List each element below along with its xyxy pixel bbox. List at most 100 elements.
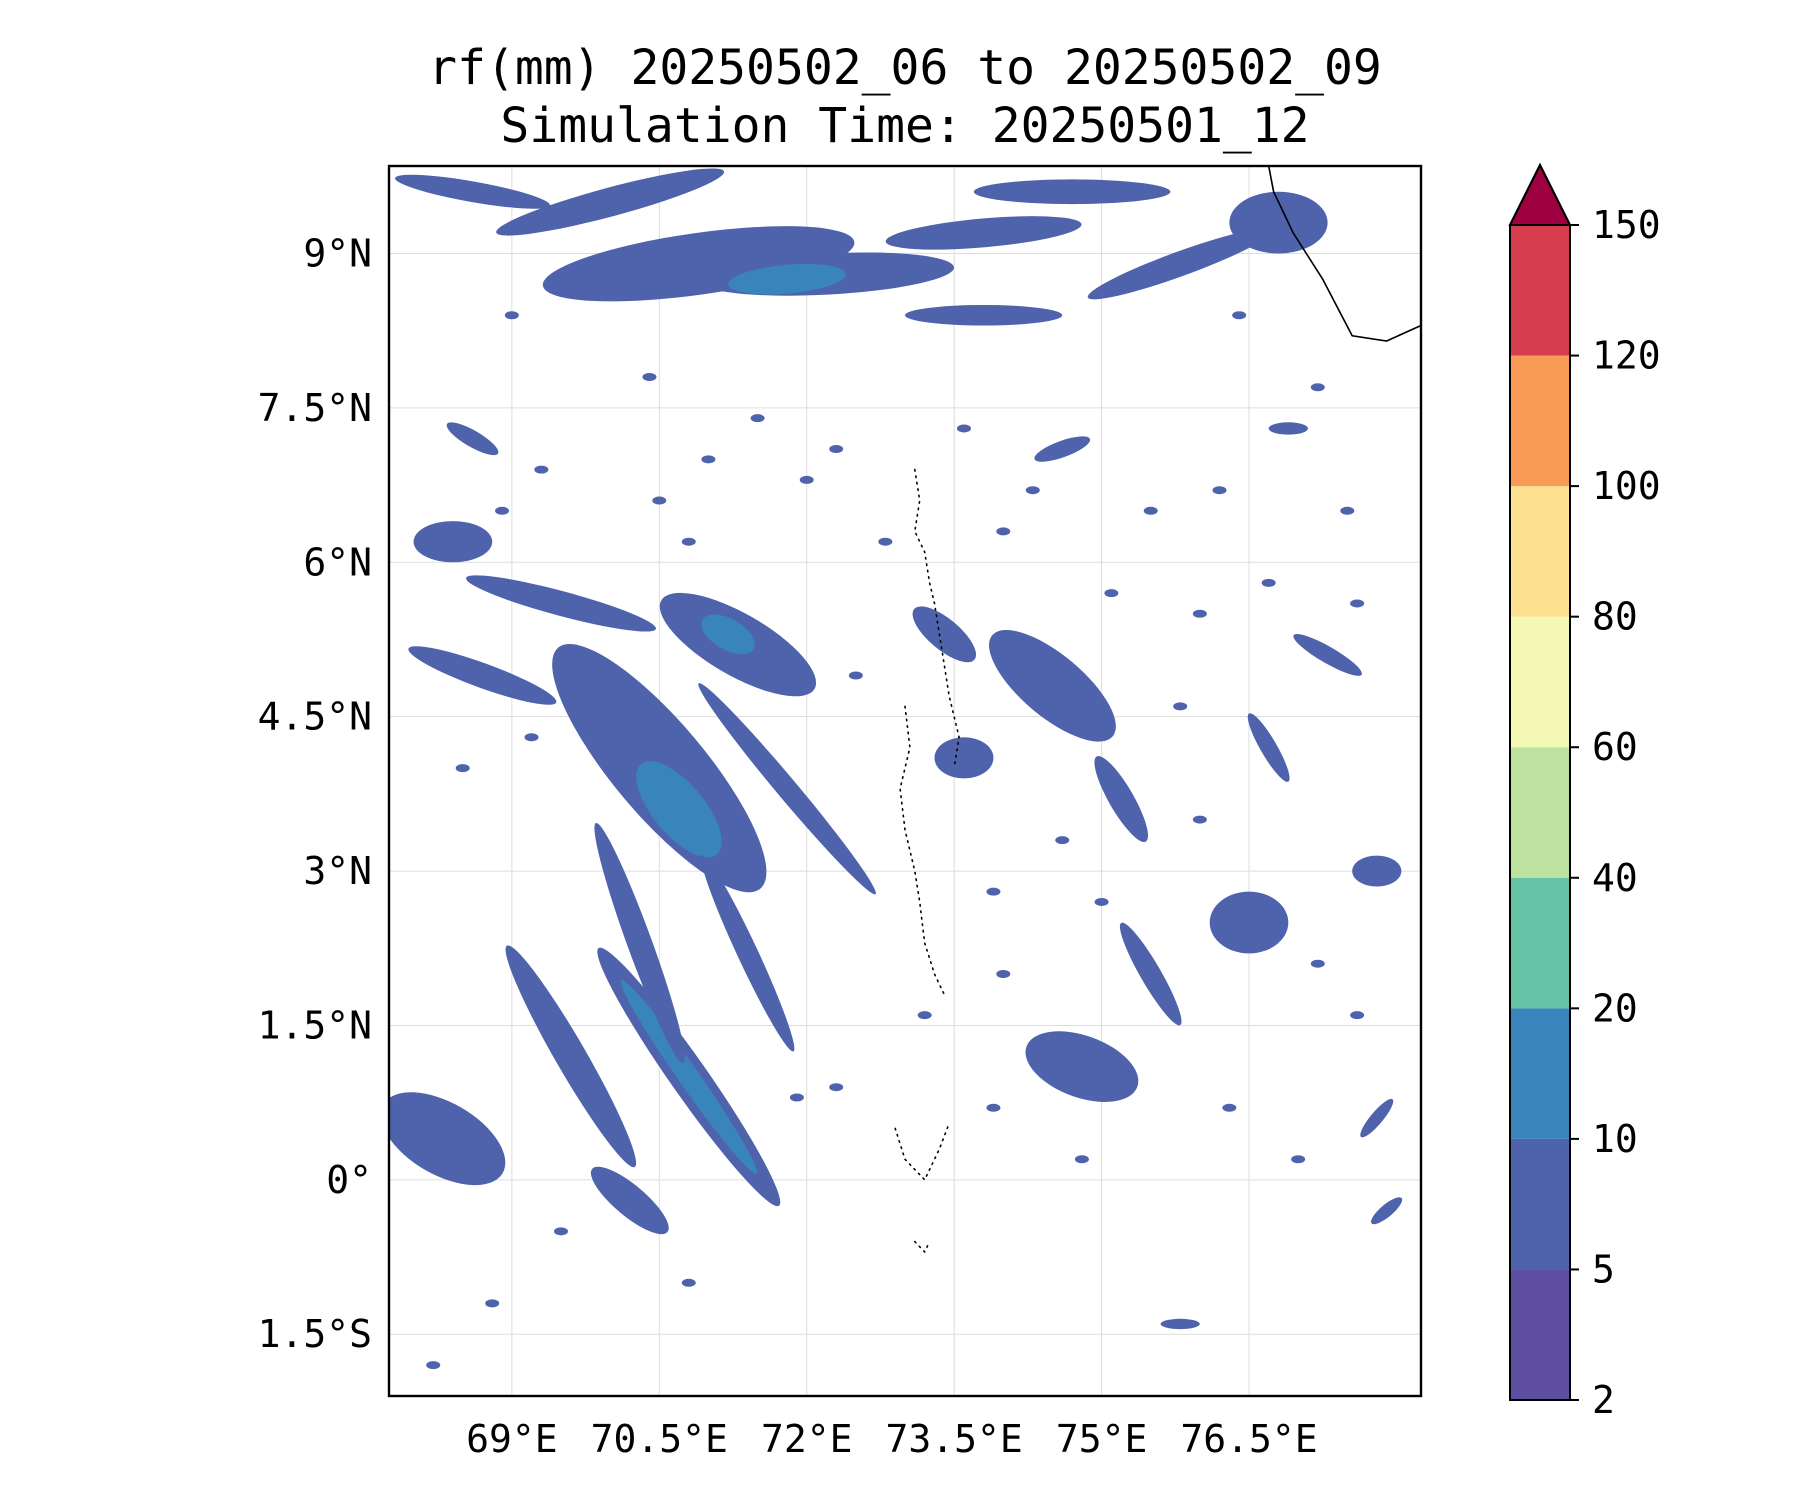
rain-cell (989, 629, 1116, 742)
lat-tick-label: 0° (326, 1158, 372, 1202)
colorbar-tick-label: 20 (1592, 986, 1638, 1030)
rain-speck (1192, 815, 1207, 824)
colorbar: 2 5 10 20 40 60 80 100 120 150 (1508, 162, 1661, 1422)
india-coastline (1267, 166, 1421, 342)
latitude-tick-labels: 9°N 7.5°N 6°N 4.5°N 3°N 1.5°N 0° 1.5°S (258, 231, 372, 1356)
rain-speck (681, 537, 696, 546)
rain-cell (1293, 634, 1362, 676)
rain-cell (1160, 1318, 1200, 1330)
rain-speck (1025, 486, 1040, 495)
lat-tick-label: 4.5°N (258, 695, 372, 739)
rain-cell (728, 263, 846, 295)
atoll-coastline (914, 1240, 931, 1254)
lon-tick-label: 73.5°E (886, 1417, 1023, 1461)
rain-cell (1094, 756, 1149, 843)
rain-cell (408, 646, 557, 705)
rain-speck (848, 671, 863, 680)
lat-tick-label: 7.5°N (258, 386, 372, 430)
rain-cell (973, 179, 1171, 205)
rain-cell (590, 1166, 669, 1235)
colorbar-tick-label: 120 (1592, 334, 1661, 378)
colorbar-tick-label: 60 (1592, 725, 1638, 769)
colorbar-tick-label: 10 (1592, 1117, 1638, 1161)
rain-cell (885, 216, 1082, 250)
rain-cell (1371, 1197, 1403, 1225)
rain-cell (1268, 422, 1308, 435)
rain-speck (1261, 578, 1276, 587)
rain-cell (466, 575, 656, 632)
rainfall-contours (389, 168, 1403, 1370)
rain-cell (912, 606, 977, 663)
colorbar-segment (1510, 616, 1570, 748)
rain-speck (1074, 1155, 1089, 1164)
rain-speck (1173, 702, 1188, 711)
rain-speck (1143, 506, 1158, 515)
colorbar-tick-label: 5 (1592, 1247, 1615, 1291)
rain-cell (1209, 891, 1289, 954)
colorbar-extend-arrow (1508, 162, 1572, 226)
rain-cell (1025, 1031, 1139, 1102)
rain-speck (1094, 897, 1109, 906)
lat-tick-label: 3°N (303, 849, 372, 893)
colorbar-segment (1510, 877, 1570, 1009)
rain-cell (620, 980, 757, 1174)
atoll-coastline (913, 468, 960, 769)
rain-cell (1360, 1098, 1394, 1138)
atoll-coastline (894, 1122, 950, 1182)
rain-speck (996, 969, 1011, 978)
rain-speck (1212, 486, 1227, 495)
rain-cell (905, 304, 1063, 326)
colorbar-segment (1510, 747, 1570, 878)
rain-cell (446, 422, 499, 456)
lon-tick-label: 72°E (761, 1417, 853, 1461)
colorbar-segment (1510, 1269, 1570, 1400)
rain-speck (426, 1361, 441, 1370)
rain-speck (652, 496, 667, 505)
rain-speck (524, 733, 539, 742)
rain-speck (956, 424, 971, 433)
colorbar-tick-label: 100 (1592, 464, 1661, 508)
rain-speck (986, 1103, 1001, 1112)
rain-cell (698, 683, 876, 895)
rain-speck (829, 1083, 844, 1092)
rain-cell (413, 521, 493, 563)
rain-cell (1034, 436, 1091, 462)
rain-speck (1192, 609, 1207, 618)
lon-tick-label: 69°E (466, 1417, 558, 1461)
rain-speck (878, 537, 893, 546)
colorbar-tick-label: 150 (1592, 203, 1661, 247)
rain-cell (701, 614, 755, 655)
rain-cell (1247, 713, 1290, 782)
rain-cell (1229, 191, 1328, 254)
rain-speck (986, 887, 1001, 896)
rain-speck (701, 455, 716, 464)
colorbar-segment (1510, 486, 1570, 617)
rain-speck (681, 1278, 696, 1287)
rain-speck (534, 465, 549, 474)
rain-speck (455, 764, 470, 773)
rain-speck (485, 1299, 500, 1308)
rain-cell (389, 1092, 506, 1186)
rain-cell (1352, 855, 1402, 887)
rain-speck (1340, 506, 1355, 515)
rain-speck (504, 311, 519, 320)
rain-cell (594, 822, 685, 1064)
rain-speck (642, 373, 657, 382)
colorbar-segment (1510, 1008, 1570, 1139)
lat-tick-label: 1.5°N (258, 1003, 372, 1047)
rain-cell (934, 737, 994, 779)
rain-speck (1350, 1011, 1365, 1020)
rain-cell (1087, 228, 1273, 300)
colorbar-segment (1510, 355, 1570, 487)
rain-speck (1055, 836, 1070, 845)
gridlines (389, 166, 1421, 1396)
rain-speck (996, 527, 1011, 536)
colorbar-tick-label: 80 (1592, 595, 1638, 639)
atoll-coastline (899, 705, 946, 996)
rain-speck (495, 506, 510, 515)
lat-tick-label: 6°N (303, 540, 372, 584)
rain-cell (701, 855, 795, 1052)
longitude-tick-labels: 69°E 70.5°E 72°E 73.5°E 75°E 76.5°E (466, 1417, 1318, 1461)
rain-speck (789, 1093, 804, 1102)
